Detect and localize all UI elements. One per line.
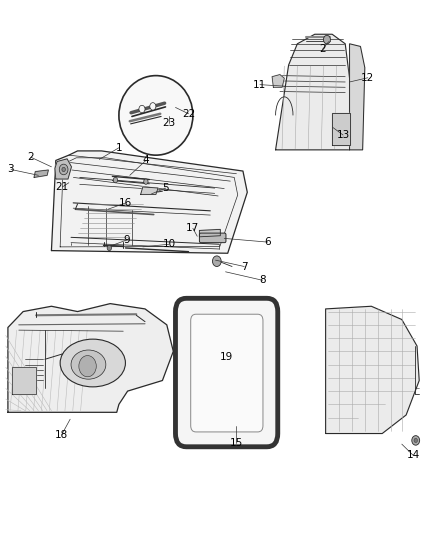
Circle shape (150, 103, 156, 110)
Text: 18: 18 (55, 430, 68, 440)
Text: 2: 2 (28, 152, 34, 162)
Polygon shape (276, 34, 350, 150)
Circle shape (323, 35, 330, 44)
Circle shape (414, 438, 417, 442)
FancyBboxPatch shape (199, 233, 226, 243)
Ellipse shape (60, 339, 125, 387)
Text: 2: 2 (319, 44, 326, 54)
Circle shape (62, 167, 65, 172)
Circle shape (107, 245, 112, 251)
Circle shape (212, 256, 221, 266)
Polygon shape (55, 159, 71, 179)
Text: 9: 9 (124, 235, 130, 245)
Text: 19: 19 (220, 352, 233, 361)
Text: 16: 16 (119, 198, 132, 208)
Text: 22: 22 (182, 109, 195, 119)
Circle shape (139, 106, 145, 113)
Polygon shape (199, 229, 220, 237)
Polygon shape (350, 44, 365, 150)
Ellipse shape (71, 350, 106, 379)
Text: 21: 21 (56, 182, 69, 192)
Polygon shape (8, 304, 173, 413)
Text: 5: 5 (162, 183, 169, 193)
Circle shape (59, 164, 68, 175)
Text: 4: 4 (143, 156, 149, 165)
FancyBboxPatch shape (191, 314, 263, 432)
Text: 13: 13 (336, 130, 350, 140)
Text: 17: 17 (186, 223, 200, 233)
Text: 11: 11 (253, 79, 267, 90)
Text: 14: 14 (406, 450, 420, 461)
Text: 12: 12 (361, 72, 374, 83)
Circle shape (144, 179, 148, 184)
Polygon shape (34, 170, 48, 177)
Polygon shape (332, 113, 350, 144)
Polygon shape (12, 367, 36, 394)
Text: 3: 3 (7, 165, 14, 174)
Polygon shape (51, 151, 247, 253)
Text: 7: 7 (241, 262, 247, 271)
Text: 8: 8 (259, 275, 266, 285)
FancyBboxPatch shape (176, 298, 278, 447)
Circle shape (79, 356, 96, 377)
Text: 6: 6 (265, 237, 271, 247)
Text: 1: 1 (116, 143, 122, 153)
Ellipse shape (119, 76, 193, 155)
Polygon shape (325, 306, 419, 433)
Polygon shape (141, 187, 158, 195)
Polygon shape (272, 75, 284, 87)
Text: 23: 23 (162, 118, 176, 128)
Circle shape (412, 435, 420, 445)
Circle shape (113, 177, 117, 183)
Text: 15: 15 (230, 438, 243, 448)
Text: 10: 10 (162, 239, 176, 249)
